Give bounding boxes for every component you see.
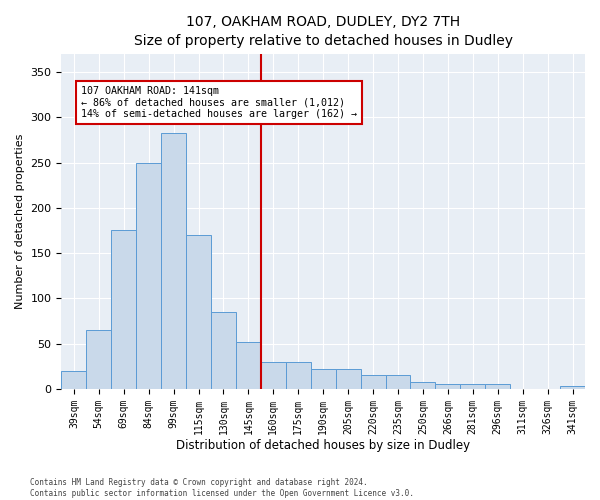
Bar [161, 132, 186, 389]
Bar [361, 376, 386, 389]
Bar [460, 384, 485, 389]
Bar [136, 162, 161, 389]
Bar [186, 235, 211, 389]
Bar [261, 362, 286, 389]
X-axis label: Distribution of detached houses by size in Dudley: Distribution of detached houses by size … [176, 440, 470, 452]
Text: 107 OAKHAM ROAD: 141sqm
← 86% of detached houses are smaller (1,012)
14% of semi: 107 OAKHAM ROAD: 141sqm ← 86% of detache… [82, 86, 358, 118]
Bar [335, 369, 361, 389]
Bar [236, 342, 261, 389]
Bar [61, 371, 86, 389]
Bar [111, 230, 136, 389]
Bar [485, 384, 510, 389]
Y-axis label: Number of detached properties: Number of detached properties [15, 134, 25, 309]
Bar [410, 382, 436, 389]
Bar [436, 384, 460, 389]
Bar [286, 362, 311, 389]
Bar [560, 386, 585, 389]
Title: 107, OAKHAM ROAD, DUDLEY, DY2 7TH
Size of property relative to detached houses i: 107, OAKHAM ROAD, DUDLEY, DY2 7TH Size o… [134, 15, 513, 48]
Bar [386, 376, 410, 389]
Bar [311, 369, 335, 389]
Bar [211, 312, 236, 389]
Bar [86, 330, 111, 389]
Text: Contains HM Land Registry data © Crown copyright and database right 2024.
Contai: Contains HM Land Registry data © Crown c… [30, 478, 414, 498]
